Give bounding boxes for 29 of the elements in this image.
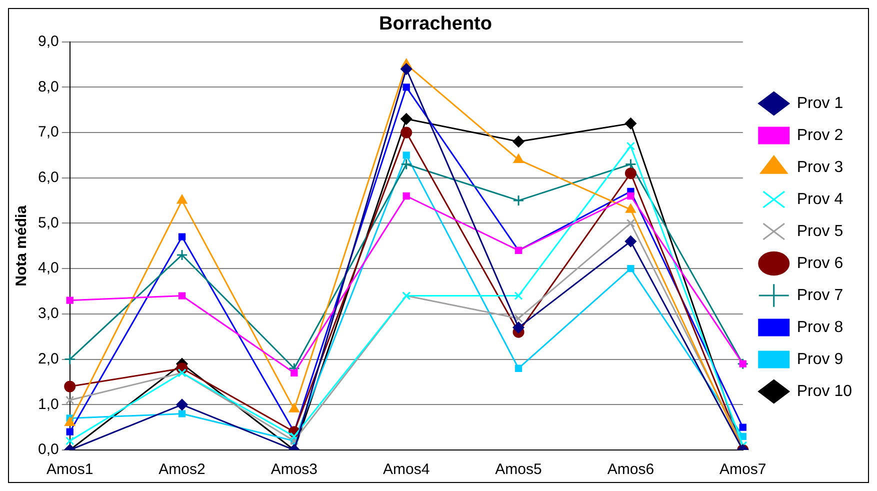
y-tick-label: 3,0 bbox=[38, 305, 59, 322]
y-tick-label: 2,0 bbox=[38, 350, 59, 368]
y-tick-label: 1,0 bbox=[38, 396, 59, 413]
y-tick-label: 6,0 bbox=[38, 169, 59, 186]
y-tick-label: 0,0 bbox=[38, 441, 59, 458]
x-tick-label: Amos7 bbox=[720, 461, 766, 478]
legend-label: Prov 9 bbox=[796, 350, 844, 368]
x-tick-label: Amos6 bbox=[607, 461, 654, 478]
y-tick-label: 5,0 bbox=[38, 214, 59, 232]
x-tick-label: Amos4 bbox=[383, 461, 430, 478]
y-tick-label: 9,0 bbox=[38, 32, 59, 50]
legend-label: Prov 1 bbox=[796, 94, 844, 112]
x-tick-label: Amos2 bbox=[158, 461, 206, 478]
y-tick-label: 8,0 bbox=[38, 78, 59, 96]
x-tick-label: Amos5 bbox=[495, 461, 542, 478]
x-tick-label: Amos3 bbox=[270, 461, 318, 478]
legend-label: Prov 8 bbox=[796, 318, 844, 336]
legend-label: Prov 2 bbox=[796, 126, 844, 144]
y-tick-label: 7,0 bbox=[38, 124, 59, 141]
legend-label: Prov 6 bbox=[796, 254, 844, 272]
x-tick-label: Amos1 bbox=[46, 461, 94, 478]
y-tick-label: 4,0 bbox=[38, 260, 59, 277]
legend-label: Prov 10 bbox=[796, 382, 852, 400]
chart-title: Borrachento bbox=[379, 14, 492, 35]
legend-label: Prov 3 bbox=[796, 158, 844, 176]
legend-label: Prov 5 bbox=[796, 222, 844, 240]
legend-label: Prov 7 bbox=[796, 286, 844, 304]
legend-label: Prov 4 bbox=[796, 190, 844, 208]
y-axis-title: Nota média bbox=[13, 204, 30, 286]
